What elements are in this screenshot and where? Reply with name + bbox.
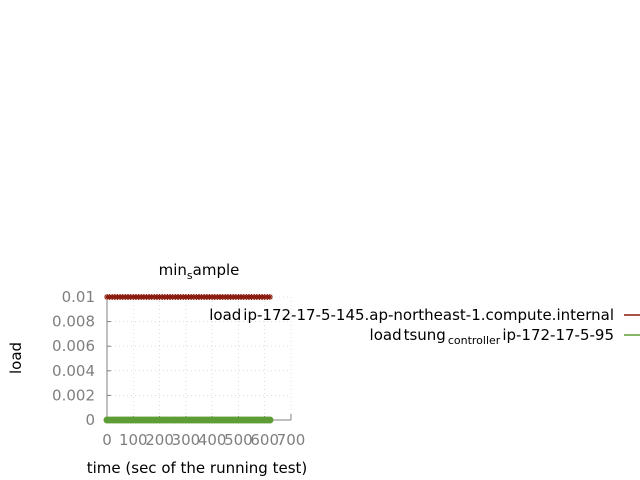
y-tick-label: 0.002 — [52, 386, 95, 404]
series-1 — [104, 294, 273, 300]
series-marks — [103, 294, 274, 424]
x-tick-label: 200 — [145, 431, 174, 449]
x-tick-label: 300 — [172, 431, 201, 449]
x-tick-label: 500 — [224, 431, 253, 449]
series-2 — [103, 416, 274, 424]
x-tick-label: 0 — [102, 431, 112, 449]
legend-label: load tsung controller ip-172-17-5-95 — [370, 326, 614, 347]
x-tick-label: 600 — [250, 431, 279, 449]
legend: load ip-172-17-5-145.ap-northeast-1.compu… — [209, 306, 640, 347]
chart-title: minsample — [159, 261, 240, 282]
y-axis-title: load — [7, 342, 25, 374]
x-tick-label: 100 — [119, 431, 148, 449]
y-tick-label: 0.004 — [52, 362, 95, 380]
x-tick-label: 400 — [198, 431, 227, 449]
y-tick-label: 0.008 — [52, 313, 95, 331]
legend-label: load ip-172-17-5-145.ap-northeast-1.compu… — [209, 306, 614, 324]
y-tick-label: 0 — [85, 411, 95, 429]
x-tick-label: 700 — [277, 431, 306, 449]
y-tick-label: 0.01 — [62, 288, 95, 306]
y-tick-label: 0.006 — [52, 337, 95, 355]
x-axis-title: time (sec of the running test) — [87, 459, 308, 477]
data-point — [266, 416, 274, 424]
data-point — [266, 294, 273, 300]
